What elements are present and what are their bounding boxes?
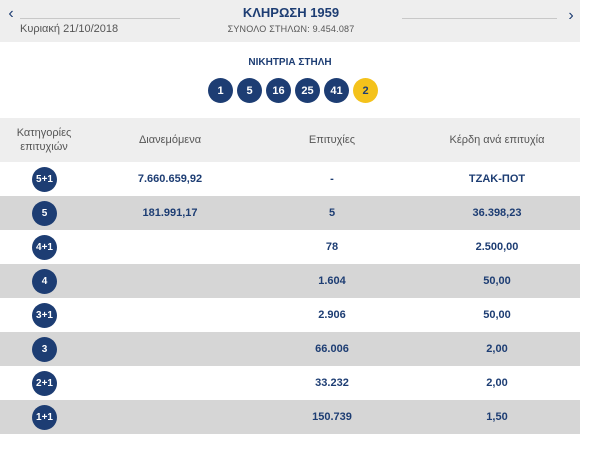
winning-column-label: ΝΙΚΗΤΡΙΑ ΣΤΗΛΗ — [248, 57, 332, 68]
prize-value: 1,50 — [486, 411, 508, 423]
winners-value: 66.006 — [315, 343, 349, 355]
distributed-value — [100, 332, 240, 366]
category-badge: 5 — [32, 201, 57, 226]
distributed-value: 7.660.659,92 — [137, 173, 203, 185]
draw-title: ΚΛΗΡΩΣΗ 1959 — [242, 5, 340, 20]
draw-header: ‹ ΚΛΗΡΩΣΗ 1959 ΣΥΝΟΛΟ ΣΤΗΛΩΝ: 9.454.087 … — [0, 0, 580, 42]
prize-value: 36.398,23 — [472, 207, 522, 219]
table-row: 4+1 78 2.500,00 — [0, 230, 580, 264]
winners-value: 2.906 — [318, 309, 346, 321]
table-row: 5+1 7.660.659,92 - ΤΖΑΚ-ΠΟΤ — [0, 162, 580, 196]
winners-value: 5 — [328, 207, 336, 219]
table-row: 5 181.991,17 5 36.398,23 — [0, 196, 580, 230]
header-winners: Επιτυχίες — [308, 134, 356, 146]
category-badge: 1+1 — [32, 405, 57, 430]
chevron-right-icon[interactable]: › — [568, 7, 574, 24]
draw-date: Κυριακή 21/10/2018 — [20, 23, 119, 35]
prize-value: 2,00 — [486, 343, 508, 355]
distributed-value — [100, 400, 240, 434]
distributed-value — [100, 264, 240, 298]
table-row: 4 1.604 50,00 — [0, 264, 580, 298]
number-ball: 1 — [208, 78, 233, 103]
header-category-line1: Κατηγορίες — [16, 127, 72, 139]
number-ball: 16 — [266, 78, 291, 103]
divider — [402, 18, 557, 19]
chevron-left-icon[interactable]: ‹ — [8, 5, 14, 22]
winners-value: 150.739 — [312, 411, 352, 423]
joker-ball: 2 — [353, 78, 378, 103]
winners-value: 78 — [325, 241, 339, 253]
prize-value: 2.500,00 — [475, 241, 519, 253]
distributed-value — [100, 298, 240, 332]
distributed-value — [100, 230, 240, 264]
winners-value: - — [330, 173, 334, 185]
category-badge: 2+1 — [32, 371, 57, 396]
results-table-header: Κατηγορίες επιτυχιών Διανεμόμενα Επιτυχί… — [0, 118, 580, 162]
distributed-value: 181.991,17 — [142, 207, 198, 219]
category-badge: 3+1 — [32, 303, 57, 328]
prize-value: ΤΖΑΚ-ΠΟΤ — [468, 173, 526, 185]
header-prize: Κέρδη ανά επιτυχία — [449, 134, 545, 146]
table-row: 1+1 150.739 1,50 — [0, 400, 580, 434]
prize-value: 2,00 — [486, 377, 508, 389]
header-category-line2: επιτυχιών — [20, 141, 68, 153]
category-badge: 4+1 — [32, 235, 57, 260]
header-distributed: Διανεμόμενα — [138, 134, 202, 146]
category-badge: 3 — [32, 337, 57, 362]
category-badge: 5+1 — [32, 167, 57, 192]
winners-value: 33.232 — [315, 377, 349, 389]
table-row: 3+1 2.906 50,00 — [0, 298, 580, 332]
category-badge: 4 — [32, 269, 57, 294]
number-ball: 41 — [324, 78, 349, 103]
distributed-value — [100, 366, 240, 400]
header-category: Κατηγορίες επιτυχιών — [0, 118, 88, 162]
table-row: 3 66.006 2,00 — [0, 332, 580, 366]
number-ball: 25 — [295, 78, 320, 103]
divider — [20, 18, 180, 19]
prize-value: 50,00 — [483, 275, 511, 287]
number-ball: 5 — [237, 78, 262, 103]
prize-value: 50,00 — [483, 309, 511, 321]
total-columns: ΣΥΝΟΛΟ ΣΤΗΛΩΝ: 9.454.087 — [227, 24, 355, 34]
winners-value: 1.604 — [318, 275, 346, 287]
table-row: 2+1 33.232 2,00 — [0, 366, 580, 400]
winning-numbers: 1 5 16 25 41 2 — [208, 78, 378, 103]
